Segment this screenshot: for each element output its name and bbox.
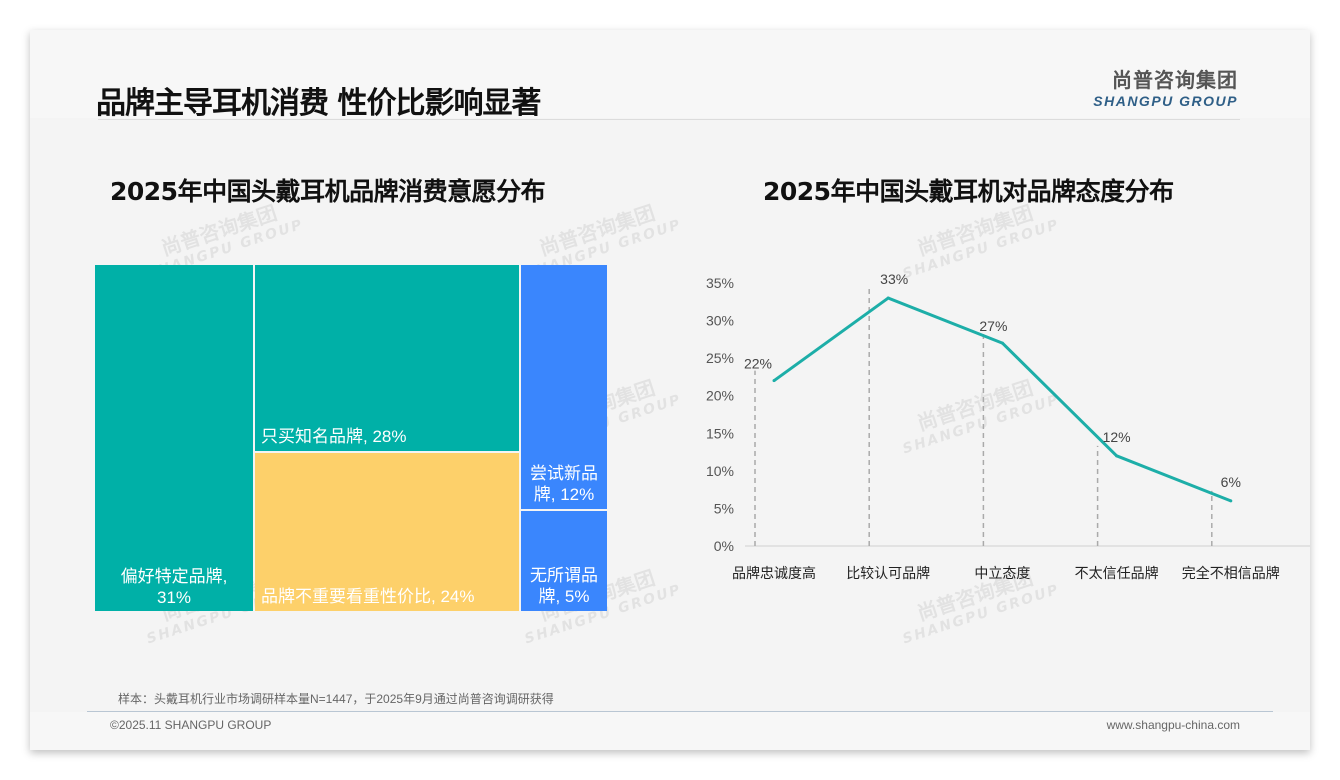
- treemap-title: 2025年中国头戴耳机品牌消费意愿分布: [110, 177, 546, 206]
- y-tick-label: 30%: [706, 313, 734, 329]
- website-url: www.shangpu-china.com: [1106, 718, 1240, 732]
- treemap-label: 尝试新品: [530, 464, 598, 483]
- data-point: [1000, 341, 1004, 345]
- data-label: 27%: [979, 318, 1007, 334]
- data-point: [886, 296, 890, 300]
- data-point: [1115, 454, 1119, 458]
- data-label: 33%: [880, 271, 908, 287]
- data-point: [1229, 499, 1233, 503]
- treemap-label: 偏好特定品牌,: [120, 567, 228, 586]
- x-tick-label: 不太信任品牌: [1075, 565, 1159, 581]
- treemap-cell-value-for-money: 品牌不重要看重性价比, 24%: [255, 453, 519, 611]
- y-tick-label: 20%: [706, 388, 734, 404]
- treemap-cell-indifferent: 无所谓品 牌, 5%: [521, 511, 607, 611]
- treemap-value: 31%: [156, 588, 192, 607]
- treemap-cell-preferred-brand: 偏好特定品牌, 31%: [95, 265, 253, 611]
- x-tick-label: 完全不相信品牌: [1182, 565, 1280, 581]
- logo: 尚普咨询集团 SHANGPU GROUP: [1093, 64, 1238, 109]
- line-chart: 0% 5% 10% 15% 20% 25% 30% 35% 22% 品牌忠诚度高 33% 比较认可品牌…: [706, 271, 1310, 581]
- header-background: [30, 30, 1310, 118]
- page-title: 品牌主导耳机消费 性价比影响显著: [96, 86, 541, 121]
- data-label: 22%: [744, 356, 772, 372]
- y-tick-label: 25%: [706, 350, 734, 366]
- treemap-label: 无所谓品: [530, 566, 598, 585]
- x-tick-label: 比较认可品牌: [846, 565, 930, 581]
- data-label: 6%: [1221, 474, 1241, 490]
- data-point: [772, 379, 776, 383]
- footnote: 样本：头戴耳机行业市场调研样本量N=1447，于2025年9月通过尚普咨询调研获…: [118, 692, 554, 706]
- x-tick-label: 中立态度: [974, 565, 1030, 581]
- logo-en: SHANGPU GROUP: [1093, 93, 1238, 109]
- line-chart-title: 2025年中国头戴耳机对品牌态度分布: [763, 177, 1174, 206]
- y-tick-label: 10%: [706, 463, 734, 479]
- footer-background: [30, 712, 1310, 750]
- data-label: 12%: [1103, 429, 1131, 445]
- logo-cn: 尚普咨询集团: [1112, 68, 1238, 92]
- treemap-label: 品牌不重要看重性价比, 24%: [261, 587, 475, 606]
- y-tick-label: 0%: [714, 538, 734, 554]
- treemap-value: 牌, 5%: [538, 587, 590, 606]
- treemap-cell-try-new: 尝试新品 牌, 12%: [521, 265, 607, 509]
- y-tick-label: 35%: [706, 275, 734, 291]
- slide: 品牌主导耳机消费 性价比影响显著 尚普咨询集团 SHANGPU GROUP 尚普…: [30, 30, 1310, 750]
- treemap-label: 只买知名品牌, 28%: [261, 427, 407, 446]
- footer-divider: [87, 711, 1273, 712]
- header-divider: [98, 119, 1240, 120]
- treemap-value: 牌, 12%: [533, 485, 595, 504]
- copyright: ©2025.11 SHANGPU GROUP: [110, 718, 272, 732]
- y-tick-label: 5%: [714, 500, 734, 516]
- treemap-cell-known-brand: 只买知名品牌, 28%: [255, 265, 519, 451]
- y-tick-label: 15%: [706, 425, 734, 441]
- x-tick-label: 品牌忠诚度高: [732, 565, 816, 581]
